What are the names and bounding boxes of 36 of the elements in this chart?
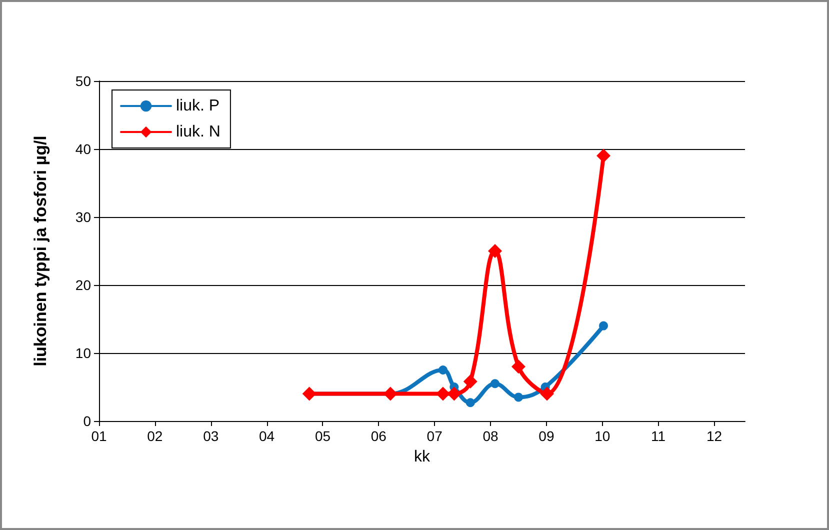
- x-tick-label: 10: [594, 428, 610, 444]
- y-tick-label: 10: [75, 345, 92, 361]
- point: [463, 374, 478, 389]
- x-tick-label: 03: [203, 428, 219, 444]
- x-tick-label: 07: [426, 428, 443, 444]
- x-tick-label: 06: [370, 428, 387, 444]
- legend-label: liuk. P: [176, 98, 220, 114]
- point: [488, 244, 502, 258]
- point: [436, 386, 450, 401]
- y-axis-title: liukoinen typpi ja fosfori µg/l: [31, 136, 50, 366]
- point: [514, 392, 523, 402]
- point: [540, 386, 554, 401]
- legend-label: liuk. N: [176, 124, 220, 140]
- x-axis-title: kk: [414, 448, 431, 466]
- point: [302, 386, 316, 401]
- x-tick-label: 01: [91, 428, 107, 444]
- point: [596, 148, 610, 163]
- y-tick-label: 30: [75, 209, 92, 225]
- x-tick-label: 08: [482, 428, 499, 444]
- x-tick-label: 09: [538, 428, 554, 444]
- y-tick-label: 20: [75, 277, 92, 293]
- point: [383, 386, 398, 401]
- y-tick-label: 50: [75, 73, 92, 89]
- x-tick-label: 02: [147, 428, 163, 444]
- x-tick-label: 04: [259, 428, 275, 444]
- point: [447, 386, 462, 401]
- point: [599, 321, 608, 330]
- x-tick-label: 11: [651, 428, 666, 444]
- y-tick-label: 40: [75, 141, 92, 157]
- point: [511, 360, 526, 374]
- point: [438, 366, 448, 374]
- x-tick-label: 12: [706, 428, 722, 444]
- y-tick-label: 0: [83, 413, 92, 429]
- point: [466, 398, 475, 408]
- x-tick-label: 05: [314, 428, 331, 444]
- point: [490, 379, 500, 388]
